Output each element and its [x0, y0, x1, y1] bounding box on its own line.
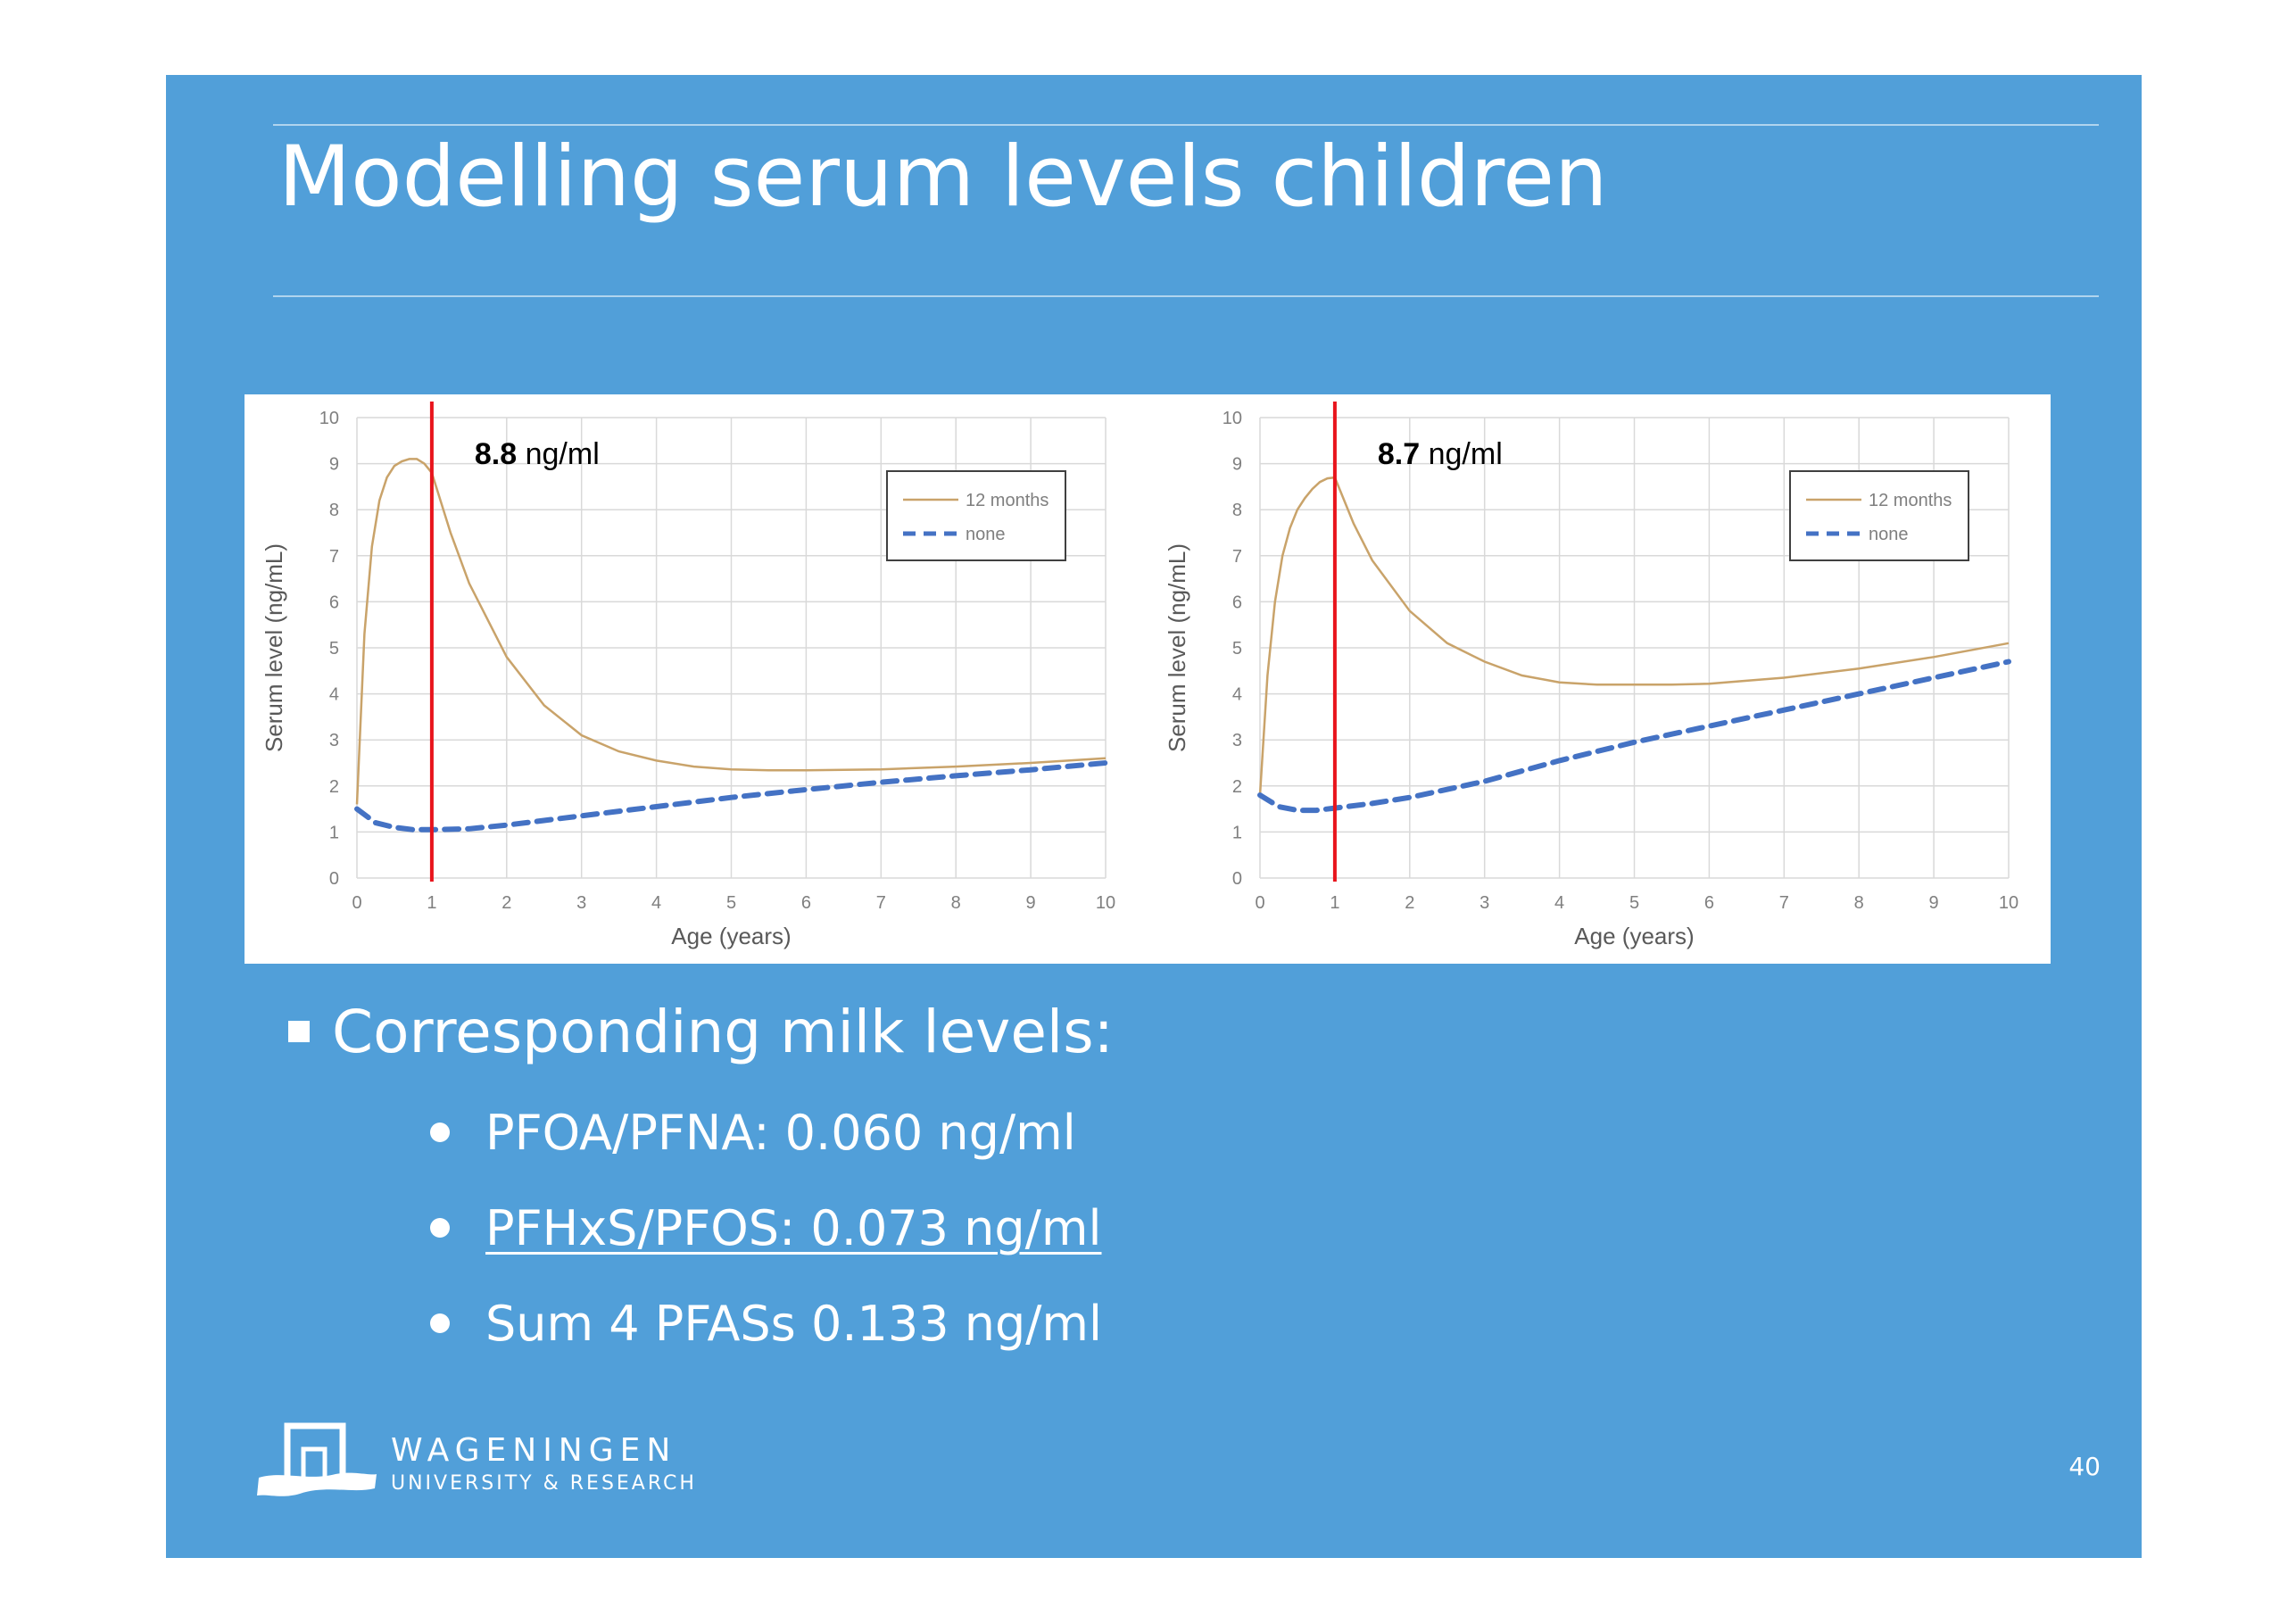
sub-bullet-text: Sum 4 PFASs 0.133 ng/ml: [485, 1296, 1103, 1352]
bullet-dot-icon: [430, 1218, 450, 1239]
legend-label-12-months: 12 months: [1869, 491, 1952, 510]
series-line-none: [354, 760, 1108, 833]
legend-box: [1789, 470, 1969, 561]
y-tick-label: 2: [1232, 777, 1242, 797]
serum-chart-right: 0 1 2 3 4 5 6 7 8 9 10 0 1 2 3 4 5 6 7 8 9 10 Age (years) Serum…: [1148, 394, 2051, 964]
page-title: Modelling serum levels children: [278, 128, 1608, 226]
bullet-square-icon: [288, 1021, 310, 1042]
peak-annotation: 8.8 ng/ml: [475, 437, 600, 471]
y-tick-label: 5: [329, 639, 339, 659]
series-line-12-months: [355, 458, 1107, 805]
legend-label-none: none: [1869, 525, 1909, 544]
slide: Modelling serum levels children 0 1 2 3 4 5 6 7…: [166, 75, 2142, 1558]
sub-bullet-sum: Sum 4 PFASs 0.133 ng/ml: [430, 1296, 1102, 1352]
y-axis-label: Serum level (ng/mL): [261, 543, 287, 752]
series-line-none: [1257, 659, 2011, 814]
x-axis-label: Age (years): [1574, 923, 1694, 949]
x-tick-label: 5: [1629, 893, 1639, 913]
y-tick-label: 1: [1232, 823, 1242, 842]
x-tick-label: 1: [1330, 893, 1339, 913]
milk-levels-heading: Corresponding milk levels:: [332, 998, 1114, 1066]
x-tick-label: 7: [1779, 893, 1789, 913]
y-tick-label: 9: [329, 455, 339, 475]
sub-bullet-text: PFHxS/PFOS: 0.073 ng/ml: [485, 1200, 1102, 1256]
serum-chart-left: 0 1 2 3 4 5 6 7 8 9 10 0 1 2 3 4 5 6 7 8 9 10 Age (years) Serum…: [245, 394, 1148, 964]
sub-bullet-text: PFOA/PFNA: 0.060 ng/ml: [485, 1105, 1076, 1161]
peak-annotation-unit: ng/ml: [1420, 437, 1503, 471]
bullet-dot-icon: [430, 1313, 450, 1334]
x-tick-label: 6: [801, 893, 811, 913]
x-tick-label: 6: [1704, 893, 1714, 913]
serum-chart-right-svg: 0 1 2 3 4 5 6 7 8 9 10 0 1 2 3 4 5 6 7 8 9 10 Age (years) Serum…: [1164, 402, 2018, 949]
logo-subtitle: UNIVERSITY & RESEARCH: [391, 1472, 697, 1495]
x-tick-label: 0: [352, 893, 361, 913]
x-tick-label: 4: [1554, 893, 1564, 913]
x-tick-label: 8: [1854, 893, 1864, 913]
title-top-rule: [273, 124, 2099, 126]
bullet-dot-icon: [430, 1123, 450, 1143]
y-tick-label: 8: [329, 501, 339, 520]
logo-name: WAGENINGEN: [391, 1432, 677, 1469]
y-tick-label: 1: [329, 823, 339, 842]
y-tick-label: 10: [1223, 409, 1242, 428]
x-tick-label: 3: [1480, 893, 1489, 913]
x-tick-label: 4: [651, 893, 661, 913]
page-number: 40: [2068, 1452, 2101, 1481]
x-tick-label: 10: [1999, 893, 2018, 913]
x-tick-label: 5: [726, 893, 736, 913]
y-tick-label: 10: [319, 409, 339, 428]
peak-annotation: 8.7 ng/ml: [1378, 437, 1503, 471]
x-tick-label: 8: [951, 893, 961, 913]
y-tick-label: 5: [1232, 639, 1242, 659]
legend-label-12-months: 12 months: [966, 491, 1049, 510]
y-axis-label: Serum level (ng/mL): [1164, 543, 1190, 752]
y-tick-label: 6: [1232, 592, 1242, 612]
y-tick-label: 8: [1232, 501, 1242, 520]
x-tick-label: 9: [1929, 893, 1939, 913]
sub-bullet-pfhxs: PFHxS/PFOS: 0.073 ng/ml: [430, 1200, 1101, 1256]
peak-annotation-value: 8.7: [1378, 437, 1420, 471]
y-tick-label: 9: [1232, 455, 1242, 475]
x-tick-label: 2: [501, 893, 511, 913]
x-axis-label: Age (years): [671, 923, 791, 949]
x-tick-label: 7: [876, 893, 886, 913]
legend-label-none: none: [966, 525, 1006, 544]
title-bottom-rule: [273, 295, 2099, 297]
peak-annotation-unit: ng/ml: [517, 437, 600, 471]
wageningen-logo-icon: [255, 1422, 380, 1515]
y-tick-label: 3: [329, 731, 339, 750]
x-tick-label: 3: [576, 893, 586, 913]
y-tick-label: 0: [329, 869, 339, 889]
legend-box: [886, 470, 1066, 561]
peak-annotation-value: 8.8: [475, 437, 517, 471]
y-tick-label: 3: [1232, 731, 1242, 750]
sub-bullet-pfoa: PFOA/PFNA: 0.060 ng/ml: [430, 1105, 1076, 1161]
x-tick-label: 2: [1405, 893, 1414, 913]
x-tick-label: 10: [1096, 893, 1115, 913]
y-tick-label: 7: [329, 547, 339, 567]
y-tick-label: 6: [329, 592, 339, 612]
x-tick-label: 0: [1255, 893, 1264, 913]
y-tick-label: 0: [1232, 869, 1242, 889]
y-tick-label: 4: [329, 685, 339, 705]
y-tick-label: 4: [1232, 685, 1242, 705]
x-tick-label: 9: [1026, 893, 1036, 913]
serum-chart-left-svg: 0 1 2 3 4 5 6 7 8 9 10 0 1 2 3 4 5 6 7 8 9 10 Age (years) Serum…: [261, 402, 1115, 949]
y-tick-label: 7: [1232, 547, 1242, 567]
series-line-12-months: [1258, 476, 2010, 796]
x-tick-label: 1: [427, 893, 436, 913]
y-tick-label: 2: [329, 777, 339, 797]
chart-panel: 0 1 2 3 4 5 6 7 8 9 10 0 1 2 3 4 5 6 7 8 9 10 Age (years) Serum…: [245, 394, 2051, 964]
